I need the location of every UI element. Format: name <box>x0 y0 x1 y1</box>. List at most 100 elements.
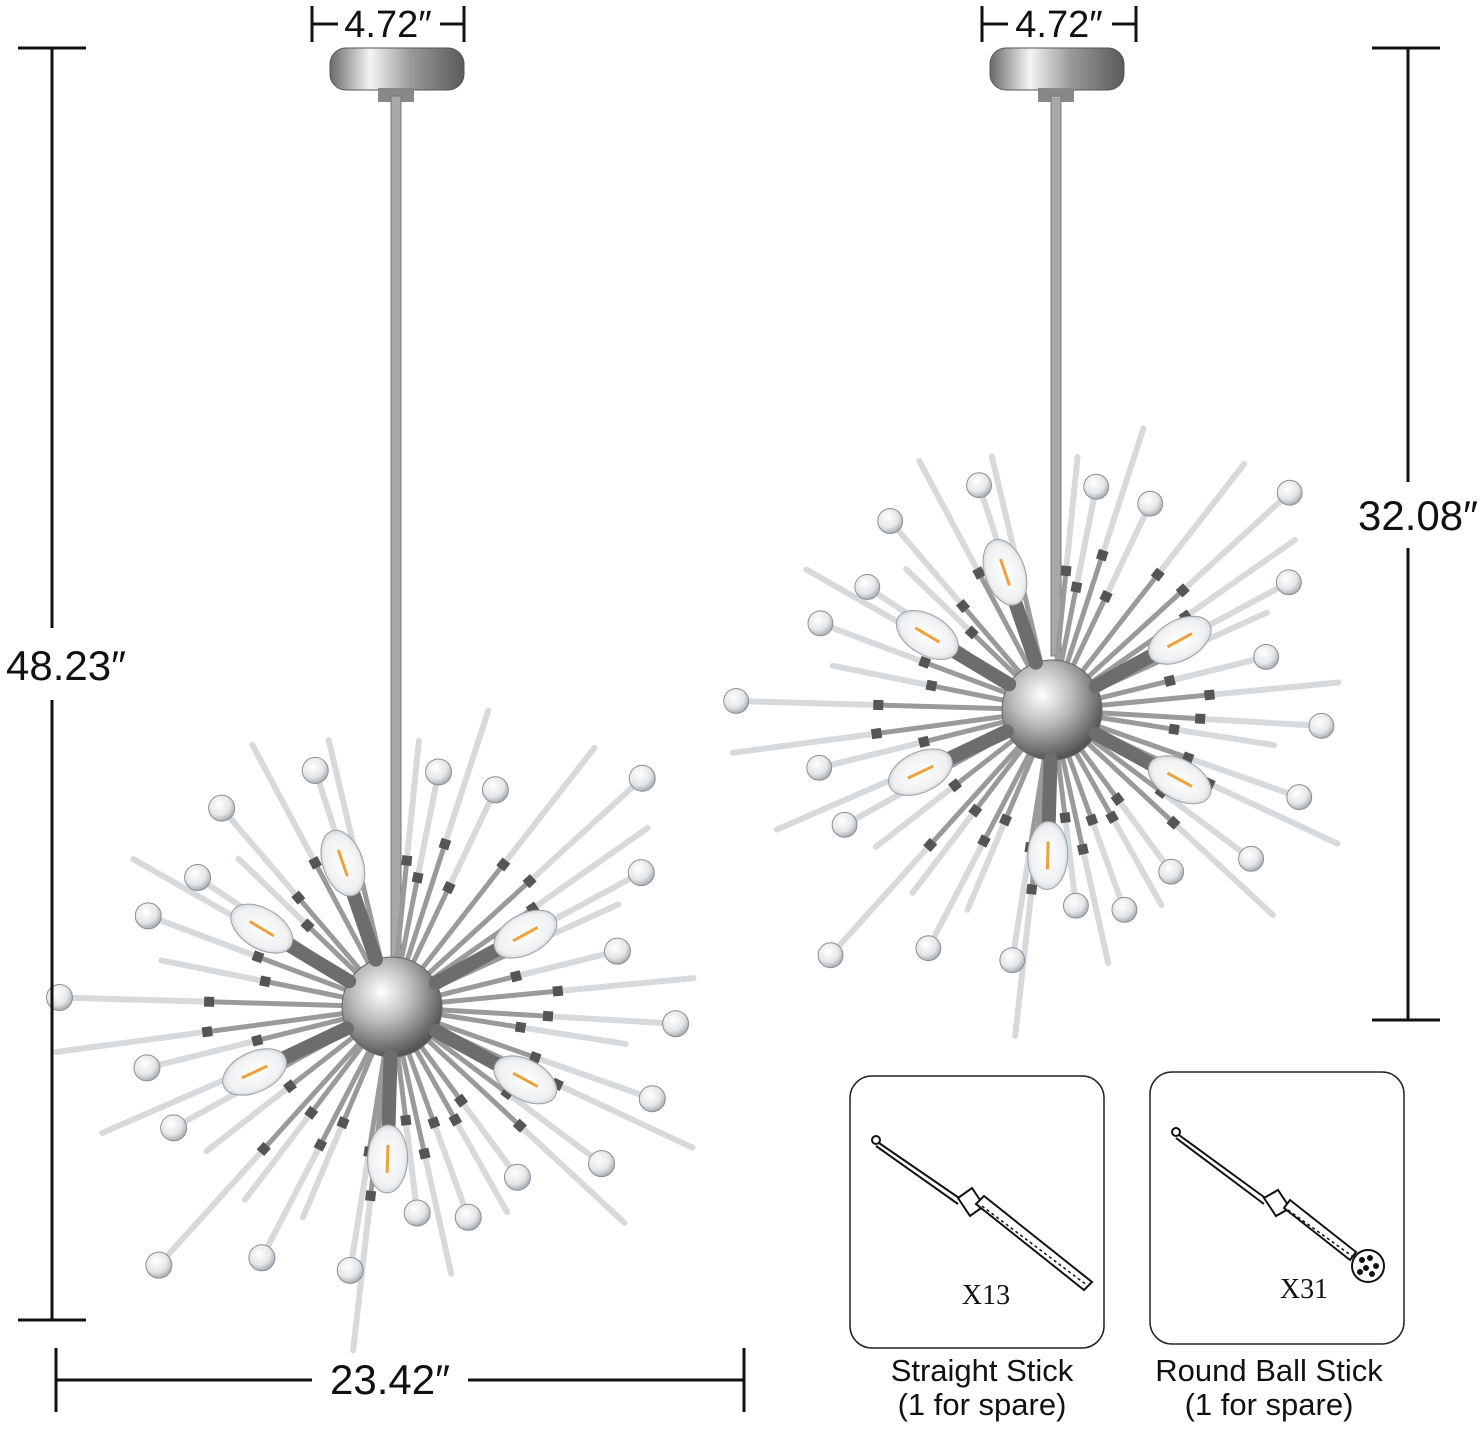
right-arm-crystal <box>1158 788 1255 862</box>
left-crystal-ball <box>481 776 509 804</box>
right-arm-crystal <box>773 772 904 833</box>
right-arm-crystal <box>1154 460 1248 578</box>
right-crystal-ball <box>723 688 750 714</box>
left-arm-rod <box>395 1052 409 1123</box>
right-crystal-ball <box>999 947 1026 974</box>
width-label: 23.42″ <box>330 1356 450 1403</box>
left-arm-crystal <box>258 1141 324 1261</box>
left-arm-rod <box>436 1011 524 1030</box>
straight-stick-name: Straight Stick <box>890 1353 1074 1388</box>
right-arm-crystal <box>916 457 983 577</box>
left-arm-crystal <box>421 1150 455 1277</box>
left-arm-collar <box>300 918 315 933</box>
left-arm-collar <box>512 1118 527 1133</box>
left-crystal-ball <box>336 1256 364 1284</box>
left-arm-rod <box>424 878 533 978</box>
left-canopy <box>329 47 465 102</box>
right-arm-crystal <box>817 620 928 666</box>
round-ball-stick-note: (1 for spare) <box>1184 1387 1354 1422</box>
right-crystal-ball <box>1308 712 1335 739</box>
left-downrod <box>390 95 402 997</box>
left-arm-rod <box>434 1020 538 1060</box>
left-arm-crystal <box>458 1097 521 1181</box>
right-arm-collar <box>1110 791 1125 806</box>
left-arm-crystal <box>504 1090 605 1167</box>
left-arm-rod <box>417 1043 464 1104</box>
left-arm-crystal <box>130 856 253 929</box>
straight-stick-caption: Straight Stick (1 for spare) <box>850 1354 1114 1422</box>
left-arm-crystal <box>99 1073 236 1136</box>
right-arm-crystal <box>1166 653 1270 684</box>
right-arm-crystal <box>964 816 1009 913</box>
left-arm-crystal <box>430 1119 472 1221</box>
right-arm-collar <box>1105 810 1119 825</box>
left-arm-rod <box>436 973 519 998</box>
right-arm-collar <box>955 599 971 614</box>
right-crystal-ball <box>806 754 833 781</box>
left-arm-crystal <box>513 948 621 980</box>
left-arm-collar <box>496 857 511 872</box>
left-arm-collar <box>201 1026 213 1038</box>
left-crystal-ball <box>588 1150 616 1178</box>
right-arm-collar <box>925 679 938 692</box>
left-arm-collar <box>365 1190 377 1202</box>
left-crystal-ball <box>248 1244 276 1272</box>
left-arm-rod <box>262 978 348 1000</box>
right-crystal-ball <box>831 811 858 838</box>
right-crystal-ball <box>915 935 942 962</box>
left-arm-crystal <box>500 744 598 868</box>
right-arm-collar <box>1175 583 1190 598</box>
left-arm-collar <box>251 1034 264 1047</box>
left-arm-collar <box>448 1113 463 1127</box>
straight-stick-icon <box>871 1135 1094 1292</box>
right-crystal-ball <box>854 574 881 600</box>
straight-stick-quantity: X13 <box>962 1280 1010 1311</box>
right-crystal-ball <box>1253 644 1280 670</box>
right-arm-rod <box>1096 714 1177 732</box>
left-arm-collar <box>282 1079 297 1094</box>
right-chandelier <box>723 47 1342 1040</box>
right-canopy <box>989 47 1125 102</box>
right-arm-crystal <box>729 730 880 756</box>
left-arm-crystal <box>441 707 492 848</box>
left-crystal-ball <box>638 1085 666 1113</box>
right-height-label: 32.08″ <box>1358 492 1478 539</box>
left-bulbs <box>222 829 558 1194</box>
right-arm-crystal <box>1073 483 1100 591</box>
right-arm-collar <box>964 625 979 640</box>
left-crystal-ball <box>145 1251 173 1279</box>
right-arm-crystal <box>1171 726 1278 749</box>
left-arm-rod <box>419 862 506 972</box>
left-arm-collar <box>401 855 413 867</box>
right-arm-crystal <box>872 782 959 850</box>
left-arm-rod <box>255 954 350 993</box>
left-arm-collar <box>336 1116 350 1130</box>
right-arm-rod <box>1094 723 1191 761</box>
left-arm-collar <box>308 856 322 870</box>
right-arm-collar <box>1163 674 1176 687</box>
right-arm-collar <box>968 803 983 818</box>
right-arm-rod <box>1055 755 1068 821</box>
left-arm-crystal <box>554 975 697 995</box>
right-bulbs <box>888 538 1212 890</box>
left-arm-rod <box>254 1016 348 1043</box>
right-arm-collar <box>1194 713 1206 725</box>
left-height-label: 48.23″ <box>6 642 126 689</box>
right-arm-rod <box>981 750 1033 844</box>
right-height-dimension <box>1372 46 1440 1022</box>
right-arm-rod <box>1077 746 1121 802</box>
left-height-dimension <box>18 46 86 1322</box>
left-crystal-ball <box>160 1114 188 1142</box>
left-arm-crystal <box>155 1145 267 1269</box>
right-arm-rod <box>1096 678 1173 701</box>
right-crystal-ball <box>1276 479 1303 506</box>
left-arm-rod <box>308 1042 366 1116</box>
right-arm-crystal <box>1062 814 1079 909</box>
left-arm-collar <box>400 1114 412 1126</box>
right-crystal-ball <box>966 472 993 499</box>
left-arm-rod <box>366 1051 387 1155</box>
left-center-sphere <box>341 956 443 1058</box>
left-arm-crystal <box>532 1054 656 1102</box>
left-arm-collar <box>514 1021 527 1034</box>
